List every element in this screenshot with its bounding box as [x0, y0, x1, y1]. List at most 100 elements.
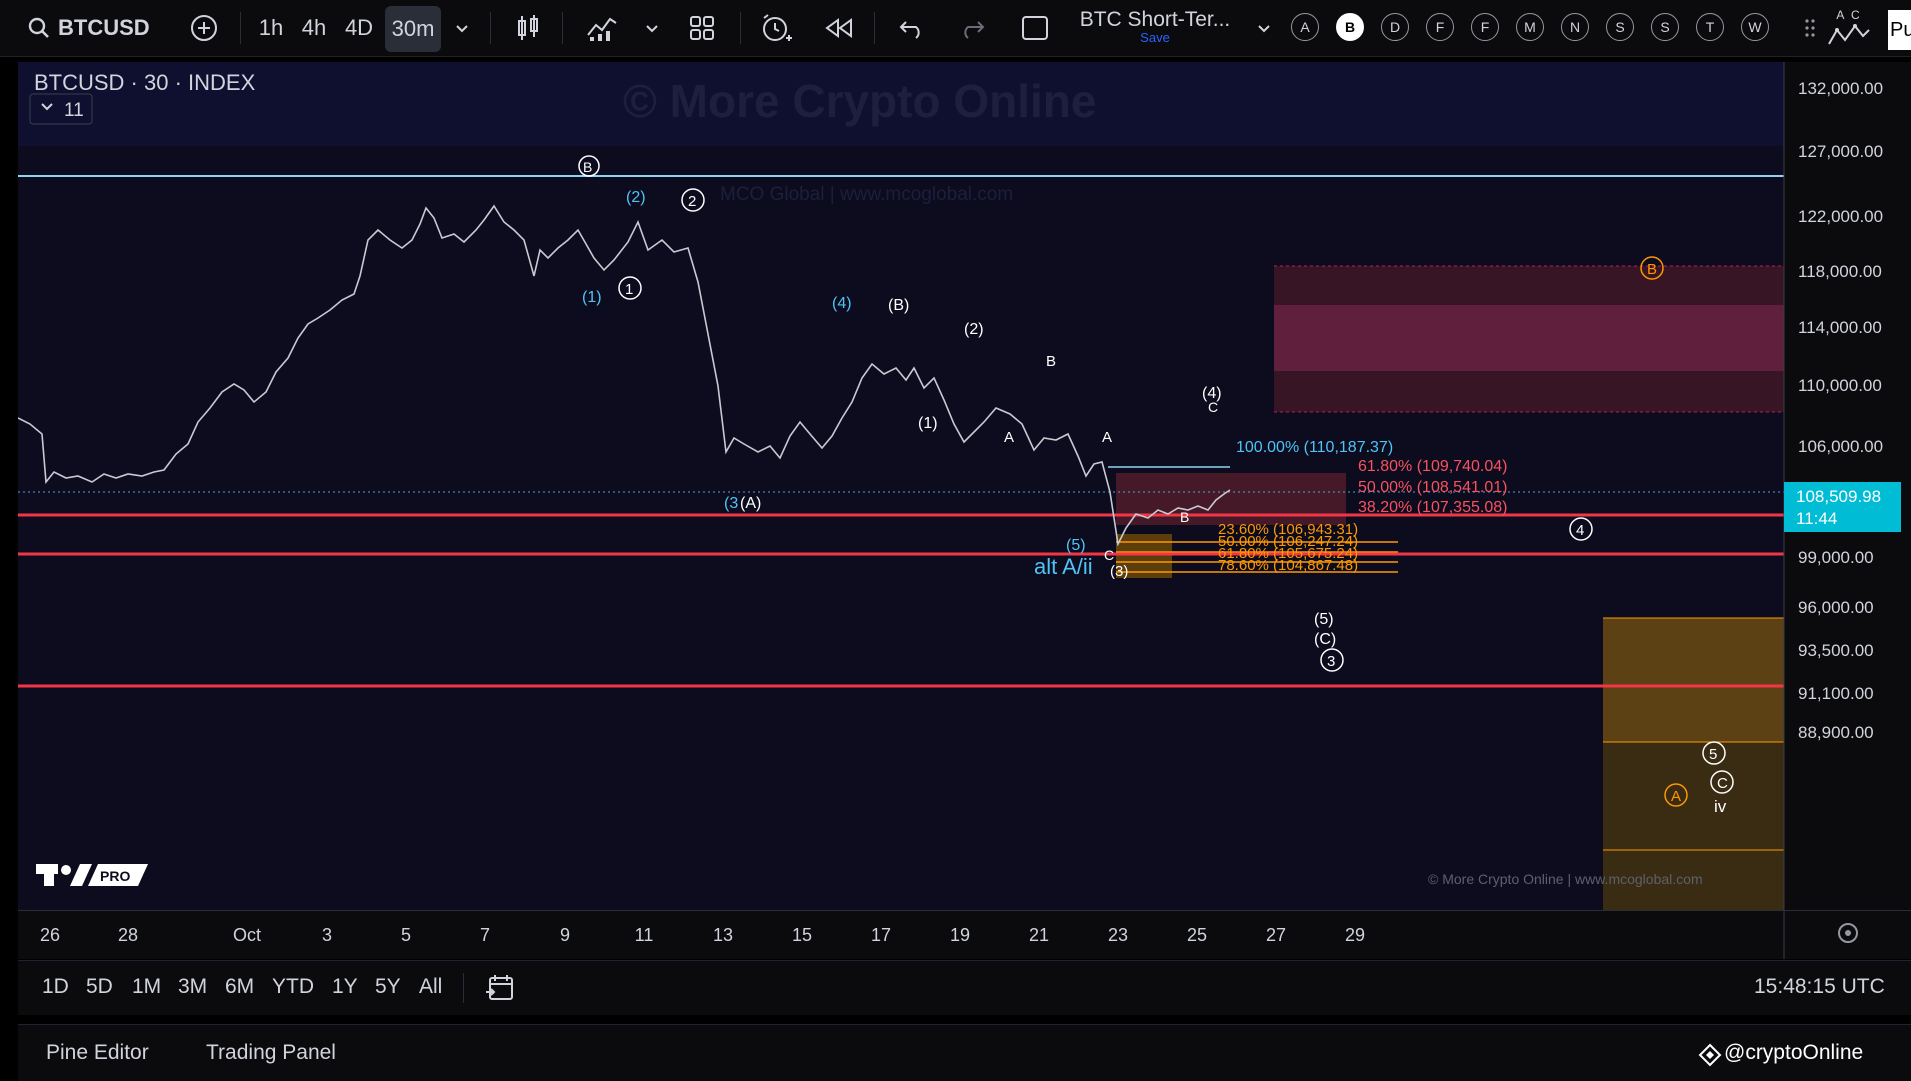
watchlist-circle-a[interactable]: A	[1291, 13, 1319, 41]
chart-canvas[interactable]: © More Crypto Online MCO Global | www.mc…	[18, 62, 1911, 910]
settings-icon[interactable]	[1838, 923, 1858, 943]
watchlist-circle-f2[interactable]: F	[1471, 13, 1499, 41]
square-icon	[1022, 16, 1048, 40]
price-tick-label: 91,100.00	[1798, 684, 1874, 703]
redo-icon	[964, 21, 985, 39]
separator	[490, 12, 491, 44]
watchlist-circle-m[interactable]: M	[1516, 13, 1544, 41]
interval-4h[interactable]: 4h	[301, 15, 327, 40]
wave-3-circle	[1320, 648, 1344, 672]
price-axis-labels: 132,000.00 127,000.00 122,000.00 118,000.00…	[1798, 79, 1883, 742]
save-label: Save	[1140, 29, 1170, 45]
channel-credit: @cryptoOnline	[1724, 1041, 1864, 1064]
layout-name: BTC Short-Ter...	[1079, 7, 1231, 31]
time-axis-canvas: 26 28 Oct 3 5 7 9 11 13 15 17 19 21 23 25 27 29	[40, 911, 1858, 959]
range-3m[interactable]: 3M	[178, 975, 208, 998]
wave-label: A	[1671, 788, 1681, 805]
watchlist-circle-s1[interactable]: S	[1606, 13, 1634, 41]
publish-button[interactable]: Pu	[1888, 10, 1911, 50]
layout-dropdown[interactable]	[1252, 10, 1276, 46]
range-1m[interactable]: 1M	[132, 975, 162, 998]
pine-editor-tab[interactable]: Pine Editor	[46, 1041, 149, 1064]
range-5d[interactable]: 5D	[86, 975, 113, 998]
time-tick-label: 15	[792, 925, 812, 945]
time-axis-labels: 26 28 Oct 3 5 7 9 11 13 15 17 19 21 23 25 27 29	[40, 925, 1365, 945]
range-1d[interactable]: 1D	[42, 975, 69, 998]
fullscreen-button[interactable]	[1018, 10, 1052, 46]
tv-pro-badge: PRO	[100, 868, 130, 884]
price-tick-label: 93,500.00	[1798, 641, 1874, 660]
layout-name-button[interactable]: BTC Short-Ter... Save	[1070, 4, 1240, 48]
wave-label: 2	[688, 193, 696, 210]
wave-label: (1)	[918, 415, 938, 432]
compare-symbol-button[interactable]	[186, 10, 222, 46]
chart-type-button[interactable]	[512, 10, 544, 46]
settings-icon-ring	[1838, 923, 1858, 943]
tv-logo-badge-bg	[88, 864, 148, 886]
wave-label: (4)	[832, 295, 852, 312]
tradingview-logo: PRO	[36, 864, 148, 886]
interval-4d[interactable]: 4D	[344, 15, 374, 40]
range-6m[interactable]: 6M	[225, 975, 255, 998]
time-tick-label: 3	[322, 925, 332, 945]
wave-b-orange-circle	[1640, 256, 1664, 280]
chevron-down-icon	[456, 25, 468, 33]
watchlist-circle-s2[interactable]: S	[1651, 13, 1679, 41]
wave-label: A	[1102, 429, 1112, 446]
price-tick-label: 96,000.00	[1798, 598, 1874, 617]
wave-labels: B (2) 2 1 (1) (4) (B) (2) B (1) A A (4) …	[578, 155, 1734, 816]
time-axis[interactable]: 26 28 Oct 3 5 7 9 11 13 15 17 19 21 23 25 27 29	[18, 910, 1911, 959]
footer-credit: © More Crypto Online | www.mcoglobal.com	[1428, 871, 1703, 887]
separator	[874, 12, 875, 44]
range-5y[interactable]: 5Y	[375, 975, 401, 998]
watchlist-circle-t[interactable]: T	[1696, 13, 1724, 41]
chart-pane[interactable]: © More Crypto Online MCO Global | www.mc…	[18, 62, 1911, 910]
price-tick-label: 127,000.00	[1798, 142, 1883, 161]
indicators-dropdown[interactable]	[640, 10, 664, 46]
calendar-arrow-icon	[486, 975, 513, 1000]
chevron-down-icon	[41, 103, 53, 111]
undo-button[interactable]	[896, 10, 928, 46]
redo-button[interactable]	[956, 10, 988, 46]
time-tick-label: 11	[635, 925, 654, 945]
range-all[interactable]: All	[419, 975, 443, 998]
range-ytd[interactable]: YTD	[272, 975, 314, 998]
wave-5-circle	[1702, 741, 1726, 765]
legend-collapse-button[interactable]	[29, 93, 93, 125]
wave-a-orange-circle	[1664, 783, 1688, 807]
plot-top-band	[18, 62, 1784, 146]
interval-dropdown[interactable]	[450, 10, 474, 46]
chevron-down-icon	[646, 25, 658, 33]
alt-wave-label: alt A/ii	[1034, 554, 1093, 579]
replay-button[interactable]	[822, 10, 856, 46]
range-1y[interactable]: 1Y	[332, 975, 358, 998]
indicators-button[interactable]	[584, 10, 620, 46]
watchlist-circle-b[interactable]: B	[1336, 13, 1364, 41]
drag-handle-icon	[1805, 19, 1815, 37]
more-dots-button[interactable]	[1800, 10, 1820, 46]
utc-clock[interactable]: 15:48:15 UTC	[1754, 975, 1885, 998]
separator	[240, 12, 241, 44]
layout-button[interactable]	[686, 10, 718, 46]
watchlist-circle-w[interactable]: W	[1741, 13, 1769, 41]
candlestick-icon	[518, 15, 538, 40]
interval-1h[interactable]: 1h	[258, 15, 284, 40]
watchlist-circle-n[interactable]: N	[1561, 13, 1589, 41]
watermark-subtext: MCO Global | www.mcoglobal.com	[720, 184, 1013, 205]
drawing-tools-button[interactable]: A C	[1826, 4, 1872, 52]
symbol-search[interactable]: BTCUSD	[28, 10, 150, 46]
search-icon	[28, 17, 49, 38]
grid-layout-icon	[690, 16, 714, 40]
fib-retracement-box	[1116, 473, 1346, 525]
alarm-clock-icon	[763, 14, 792, 41]
wave-label: (3	[724, 495, 738, 512]
wave-label: (2)	[964, 321, 984, 338]
trading-panel-tab[interactable]: Trading Panel	[206, 1041, 336, 1064]
wave-label: B	[583, 159, 592, 175]
interval-30m[interactable]: 30m	[385, 6, 441, 52]
wave-label: C	[1717, 775, 1728, 792]
watchlist-circle-d[interactable]: D	[1381, 13, 1409, 41]
watchlist-circle-f1[interactable]: F	[1426, 13, 1454, 41]
alert-button[interactable]	[758, 10, 796, 46]
goto-date-button[interactable]	[484, 973, 516, 1008]
